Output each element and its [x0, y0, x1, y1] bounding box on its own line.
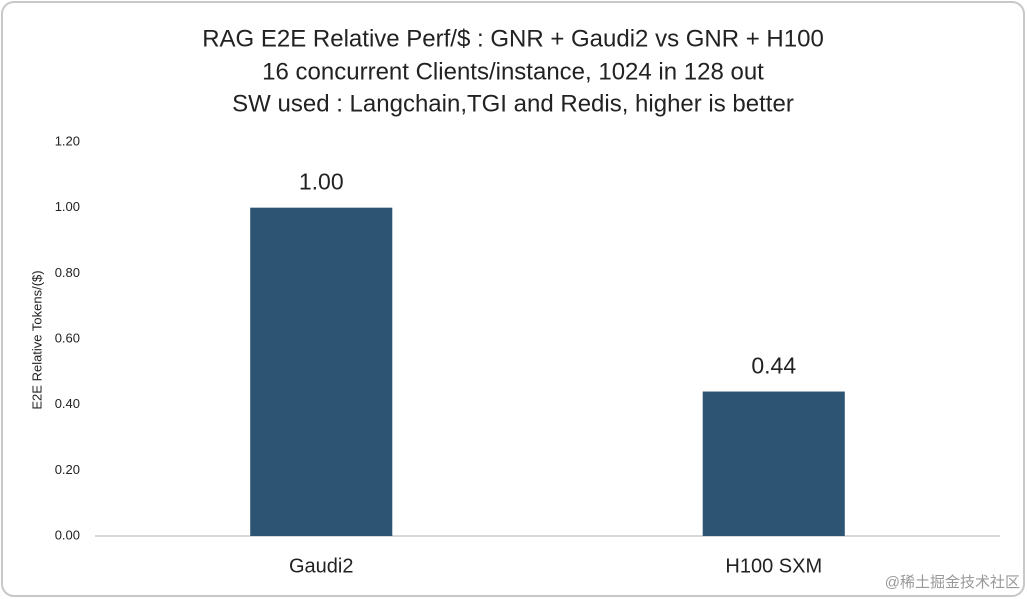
y-tick-label: 0.00 — [55, 527, 80, 542]
chart-title: 16 concurrent Clients/instance, 1024 in … — [262, 58, 764, 85]
y-tick-label: 1.20 — [55, 133, 80, 148]
y-tick-label: 1.00 — [55, 199, 80, 214]
data-label: 0.44 — [751, 353, 796, 379]
chart-title: SW used : Langchain,TGI and Redis, highe… — [232, 90, 794, 117]
watermark: @稀土掘金技术社区 — [885, 574, 1020, 591]
chart-title: RAG E2E Relative Perf/$ : GNR + Gaudi2 v… — [202, 25, 824, 52]
x-tick-label: H100 SXM — [725, 555, 822, 577]
bar — [702, 391, 845, 536]
data-label: 1.00 — [299, 169, 344, 195]
y-axis-label: E2E Relative Tokens/($) — [29, 270, 44, 409]
y-tick-label: 0.40 — [55, 396, 80, 411]
bar — [250, 207, 393, 536]
y-tick-label: 0.60 — [55, 330, 80, 345]
y-tick-label: 0.80 — [55, 265, 80, 280]
y-tick-label: 0.20 — [55, 462, 80, 477]
x-tick-label: Gaudi2 — [289, 555, 354, 577]
